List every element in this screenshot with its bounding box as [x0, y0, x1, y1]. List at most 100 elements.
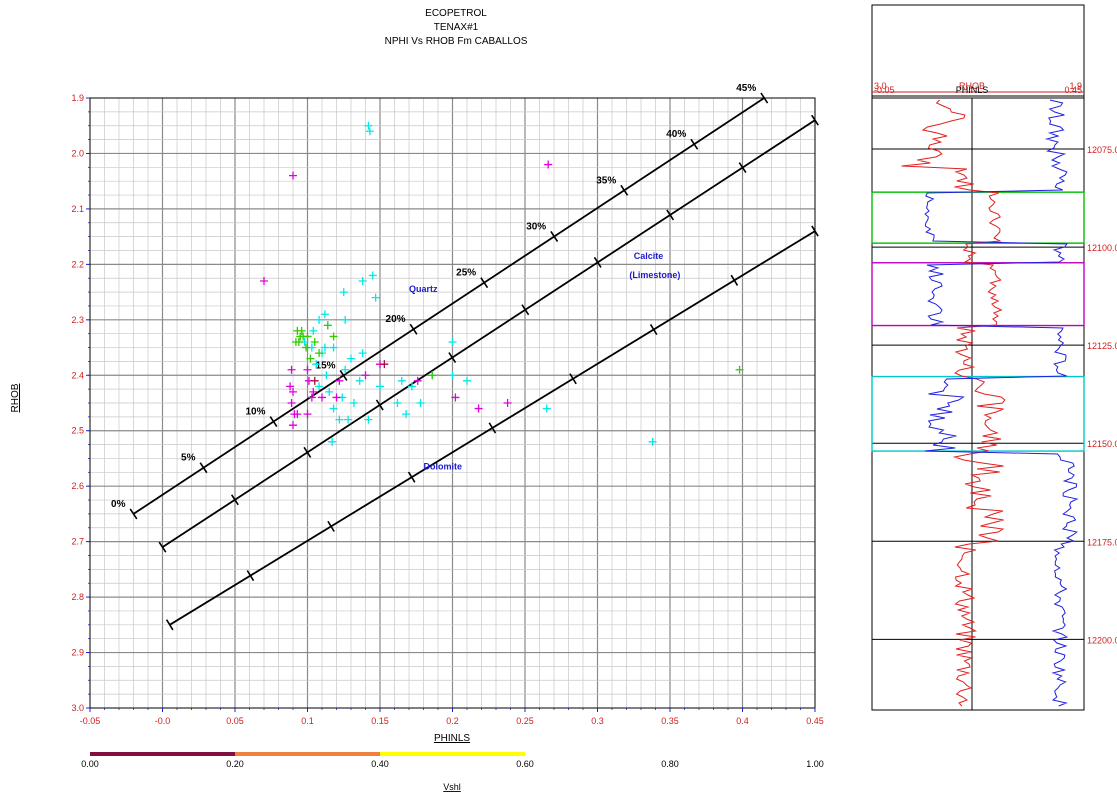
x-tick-label: 0.4 — [736, 716, 749, 726]
porosity-label: 10% — [246, 407, 266, 418]
colorbar-tick-label: 0.20 — [226, 759, 244, 769]
data-point — [325, 387, 334, 396]
data-points — [260, 121, 744, 446]
x-tick-label: 0.25 — [516, 716, 534, 726]
log-track-panel: 3.0 RHOB 1.9 -0.05 PHINLS 0.45 12075.012… — [871, 4, 1117, 711]
porosity-tick — [339, 369, 348, 381]
data-point — [503, 399, 512, 407]
porosity-label: 0% — [111, 499, 126, 510]
data-point — [448, 371, 457, 380]
porosity-tick — [649, 323, 658, 336]
data-point — [544, 160, 553, 169]
data-point — [310, 376, 319, 385]
porosity-tick — [448, 352, 457, 364]
porosity-label: 5% — [181, 453, 196, 464]
porosity-tick — [230, 494, 239, 506]
data-point — [303, 410, 312, 419]
colorbar-segment — [90, 752, 235, 756]
porosity-tick — [158, 541, 167, 553]
y-tick-label: 2.2 — [71, 259, 84, 269]
data-point — [358, 277, 367, 285]
colorbar-title: Vshl — [443, 782, 461, 792]
data-point — [309, 326, 318, 335]
x-tick-label: 0.35 — [661, 716, 679, 726]
data-point — [303, 365, 312, 374]
plot-grid — [90, 98, 815, 708]
porosity-tick — [165, 619, 174, 631]
vshl-colorbar: 0.00 0.20 0.40 0.60 0.80 1.00 — [81, 752, 824, 769]
title-company: ECOPETROL — [425, 8, 487, 19]
x-tick-label: -0.05 — [80, 716, 101, 726]
y-tick-label: 2.7 — [71, 537, 84, 547]
y-tick-label: 2.1 — [71, 204, 84, 214]
title-well: TENAX#1 — [434, 22, 479, 33]
data-point — [289, 421, 297, 430]
porosity-tick — [550, 231, 559, 242]
porosity-tick — [690, 138, 699, 150]
data-point — [347, 354, 355, 363]
x-tick-label: -0.0 — [155, 716, 171, 726]
lithology-annotation: (Limestone) — [629, 270, 680, 280]
y-tick-label: 2.6 — [71, 481, 84, 491]
porosity-tick — [480, 277, 489, 289]
y-tick-label: 2.4 — [71, 370, 84, 380]
data-point — [260, 277, 268, 285]
colorbar-segment — [380, 752, 525, 756]
zone-box — [871, 191, 1085, 244]
data-point — [335, 415, 344, 424]
data-point — [407, 382, 416, 391]
data-point — [368, 271, 377, 280]
colorbar-segment — [235, 752, 380, 756]
data-point — [329, 343, 338, 352]
y-tick-label: 1.9 — [71, 93, 84, 103]
x-tick-label: 0.15 — [371, 716, 389, 726]
data-point — [286, 382, 295, 391]
y-axis-label: RHOB — [10, 383, 21, 412]
depth-label: 12150.0 — [1087, 439, 1117, 449]
data-point — [315, 382, 324, 391]
data-point — [289, 171, 297, 180]
x-axis-ticks: -0.05 -0.0 0.05 0.1 0.15 0.2 0.25 0.3 0.35 0.4 0.4… — [80, 708, 824, 726]
data-point — [322, 371, 331, 380]
data-point — [341, 315, 350, 324]
porosity-tick — [375, 399, 384, 411]
lithology-line — [133, 97, 765, 515]
x-axis-label: PHINLS — [434, 733, 470, 744]
y-tick-label: 2.8 — [71, 592, 84, 602]
porosity-tick — [303, 446, 312, 458]
data-point — [344, 415, 353, 424]
data-point — [320, 343, 329, 352]
data-point — [413, 376, 422, 385]
porosity-label: 20% — [386, 314, 406, 325]
data-point — [542, 404, 551, 413]
data-point — [402, 410, 411, 419]
title-crossplot: NPHI Vs RHOB Fm CABALLOS — [385, 36, 528, 47]
x-tick-label: 0.3 — [591, 716, 604, 726]
data-point — [371, 293, 380, 302]
porosity-tick — [569, 373, 577, 385]
colorbar-tick-label: 0.60 — [516, 759, 534, 769]
y-tick-label: 2.9 — [71, 648, 84, 658]
porosity-tick — [407, 471, 416, 483]
porosity-tick — [409, 323, 418, 335]
data-point — [323, 321, 332, 330]
depth-label: 12125.0 — [1087, 341, 1117, 351]
porosity-tick — [666, 209, 675, 221]
data-point — [293, 410, 302, 419]
title-block: ECOPETROL TENAX#1 NPHI Vs RHOB Fm CABALL… — [385, 8, 528, 47]
rhob-curve-label: RHOB — [959, 81, 985, 91]
x-tick-label: 0.05 — [226, 716, 244, 726]
x-tick-label: 0.45 — [806, 716, 824, 726]
y-tick-label: 2.5 — [71, 426, 84, 436]
data-point — [287, 399, 296, 407]
porosity-label: 15% — [316, 360, 336, 371]
data-point — [312, 360, 321, 369]
porosity-tick — [593, 256, 602, 268]
data-point — [463, 376, 471, 385]
depth-label: 12175.0 — [1087, 537, 1117, 547]
data-point — [451, 393, 460, 402]
lithology-line — [162, 119, 816, 548]
porosity-label: 25% — [456, 268, 476, 279]
porosity-tick — [811, 114, 819, 126]
